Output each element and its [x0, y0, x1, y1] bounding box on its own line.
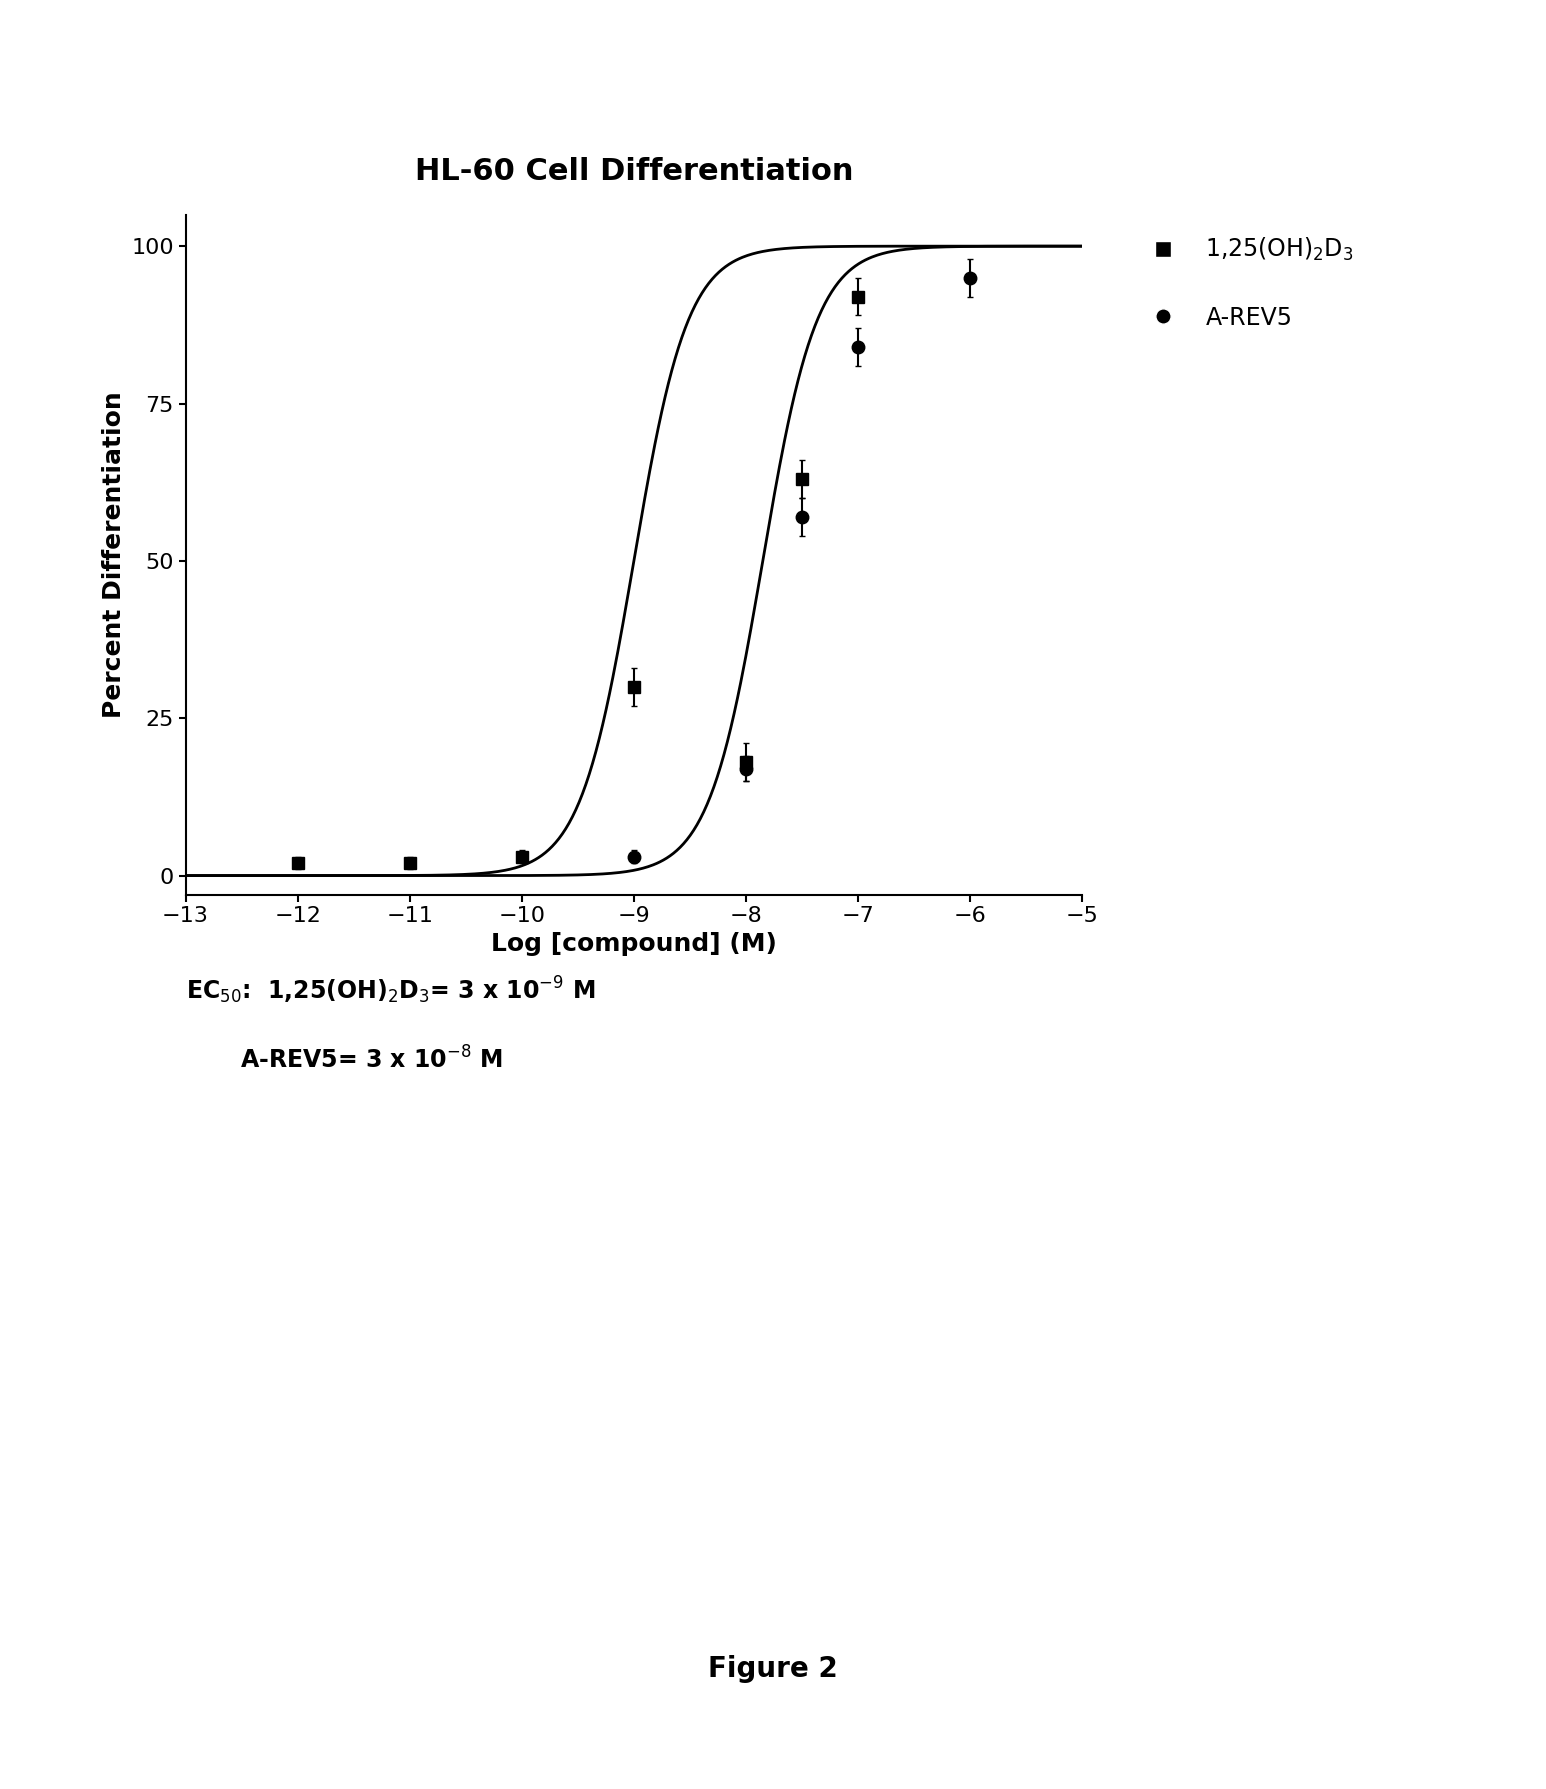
X-axis label: Log [compound] (M): Log [compound] (M): [492, 932, 776, 955]
Y-axis label: Percent Differentiation: Percent Differentiation: [102, 392, 125, 717]
Title: HL-60 Cell Differentiation: HL-60 Cell Differentiation: [414, 157, 853, 186]
Text: EC$_{50}$:  1,25(OH)$_2$D$_3$= 3 x 10$^{-9}$ M: EC$_{50}$: 1,25(OH)$_2$D$_3$= 3 x 10$^{-…: [186, 975, 595, 1007]
Text: Figure 2: Figure 2: [708, 1655, 838, 1683]
Legend: 1,25(OH)$_2$D$_3$, A-REV5: 1,25(OH)$_2$D$_3$, A-REV5: [1130, 227, 1364, 340]
Text: A-REV5= 3 x 10$^{-8}$ M: A-REV5= 3 x 10$^{-8}$ M: [240, 1047, 502, 1073]
